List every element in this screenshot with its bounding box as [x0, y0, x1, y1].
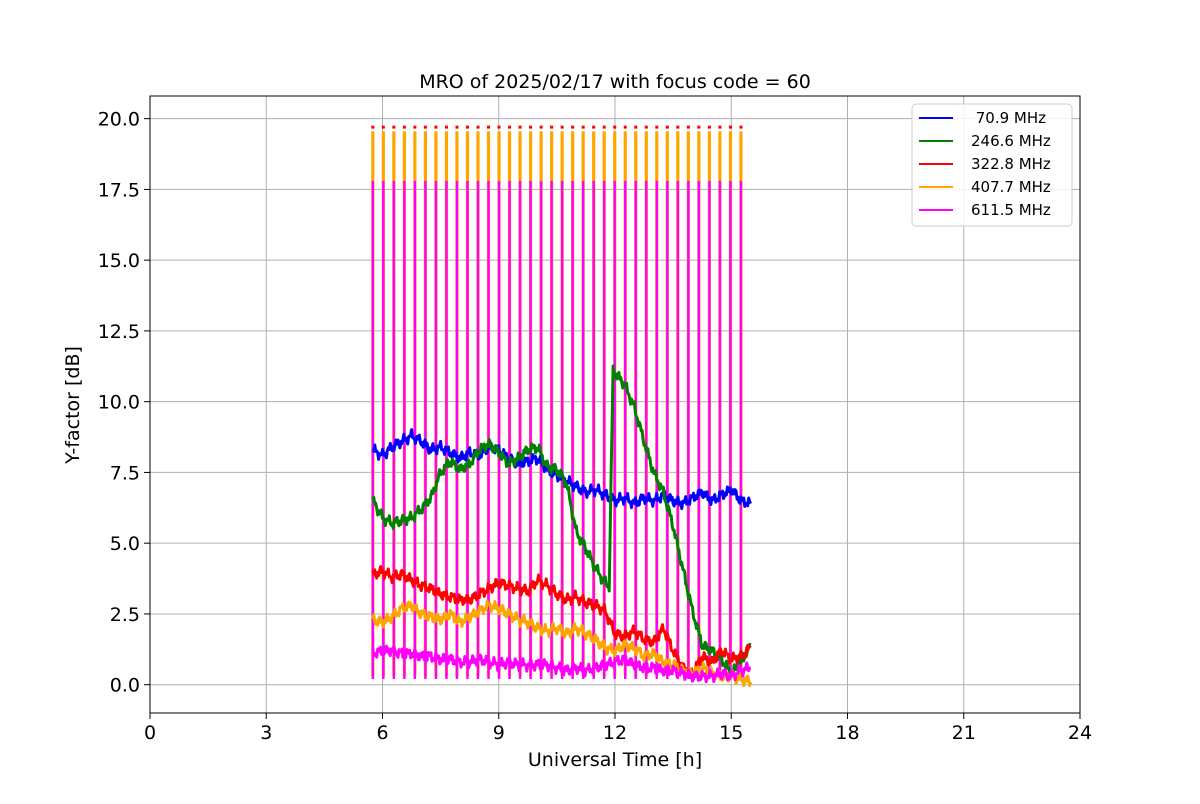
- legend-label-1: 246.6 MHz: [971, 132, 1051, 150]
- x-tick-label-2: 6: [376, 722, 388, 744]
- x-tick-label-6: 18: [835, 722, 859, 744]
- y-tick-label-3: 7.5: [110, 462, 140, 484]
- x-axis-label: Universal Time [h]: [528, 749, 702, 771]
- x-tick-label-3: 9: [493, 722, 505, 744]
- x-tick-label-5: 15: [719, 722, 743, 744]
- y-tick-label-0: 0.0: [110, 675, 140, 697]
- legend-label-0: 70.9 MHz: [971, 109, 1046, 127]
- series-line-4: [371, 644, 752, 684]
- legend-items: 70.9 MHz 246.6 MHz 322.8 MHz 407.7 MHz 611.5…: [919, 109, 1051, 219]
- legend-box: [911, 103, 1073, 227]
- series-line-1: [371, 364, 752, 679]
- y-tick-label-1: 2.5: [110, 604, 140, 626]
- x-tick-label-8: 24: [1068, 722, 1092, 744]
- legend-label-3: 407.7 MHz: [971, 178, 1051, 196]
- legend-label-2: 322.8 MHz: [971, 155, 1051, 173]
- y-tick-label-4: 10.0: [98, 392, 140, 414]
- x-tick-label-7: 21: [952, 722, 976, 744]
- y-tick-label-8: 20.0: [98, 109, 140, 131]
- y-tick-label-5: 12.5: [98, 321, 140, 343]
- legend-label-4: 611.5 MHz: [971, 201, 1051, 219]
- x-tick-label-0: 0: [144, 722, 156, 744]
- x-axis-ticks: 0 3 6 9 12 15 18 21 24: [144, 713, 1092, 744]
- x-tick-label-1: 3: [260, 722, 272, 744]
- y-tick-label-7: 17.5: [98, 179, 140, 201]
- y-axis-ticks: 0.0 2.5 5.0 7.5 10.0 12.5 15.0 17.5 20.0: [98, 109, 150, 697]
- series-layer: [371, 364, 753, 688]
- chart-title: MRO of 2025/02/17 with focus code = 60: [419, 71, 811, 93]
- y-axis-label: Y-factor [dB]: [62, 346, 84, 465]
- y-tick-label-6: 15.0: [98, 250, 140, 272]
- legend: 70.9 MHz 246.6 MHz 322.8 MHz 407.7 MHz 611.5…: [911, 103, 1073, 227]
- y-tick-label-2: 5.0: [110, 533, 140, 555]
- x-tick-label-4: 12: [603, 722, 627, 744]
